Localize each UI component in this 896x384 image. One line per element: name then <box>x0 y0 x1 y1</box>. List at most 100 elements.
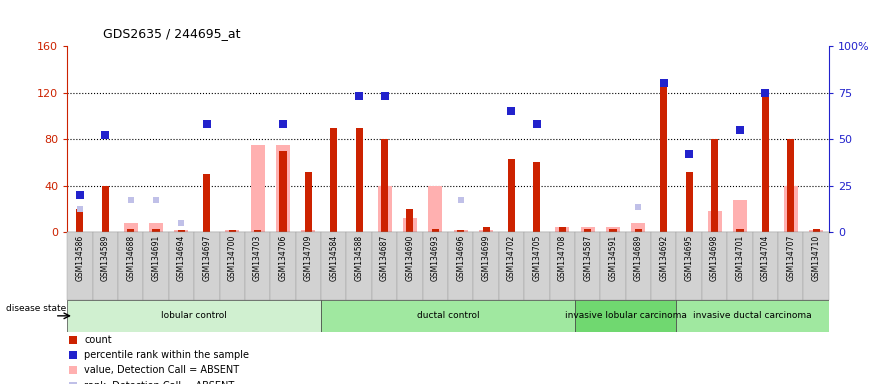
Bar <box>280 151 287 232</box>
Bar <box>581 227 595 232</box>
Bar <box>143 232 168 300</box>
Bar <box>728 232 753 300</box>
Bar <box>407 209 413 232</box>
Bar <box>635 229 642 232</box>
Bar <box>220 232 245 300</box>
Bar <box>76 209 83 232</box>
Bar <box>753 232 778 300</box>
Bar <box>813 229 820 232</box>
Bar <box>347 232 372 300</box>
Bar <box>685 172 693 232</box>
Text: lobular control: lobular control <box>161 311 227 320</box>
Bar <box>92 232 118 300</box>
Text: GSM134690: GSM134690 <box>405 235 415 281</box>
Bar <box>676 232 702 300</box>
Bar <box>432 229 439 232</box>
Text: GSM134702: GSM134702 <box>507 235 516 281</box>
Bar <box>423 232 448 300</box>
Bar <box>381 139 388 232</box>
Bar <box>549 232 575 300</box>
Bar <box>559 227 565 232</box>
Text: GSM134700: GSM134700 <box>228 235 237 281</box>
Text: ductal control: ductal control <box>417 311 479 320</box>
Bar <box>584 229 591 232</box>
Bar <box>737 229 744 232</box>
Bar <box>271 232 296 300</box>
Bar <box>575 232 600 300</box>
Text: GSM134697: GSM134697 <box>202 235 211 281</box>
Bar <box>733 200 747 232</box>
Text: GSM134708: GSM134708 <box>557 235 567 281</box>
Bar <box>606 227 620 232</box>
Bar <box>372 232 397 300</box>
Bar <box>575 300 676 332</box>
Text: GSM134689: GSM134689 <box>633 235 643 281</box>
Bar <box>251 145 264 232</box>
Bar <box>499 232 524 300</box>
Text: GSM134692: GSM134692 <box>659 235 668 281</box>
Bar <box>632 223 645 232</box>
Bar <box>356 127 363 232</box>
Bar <box>331 127 337 232</box>
Text: GSM134703: GSM134703 <box>253 235 263 281</box>
Bar <box>194 232 220 300</box>
Text: GSM134706: GSM134706 <box>279 235 288 281</box>
Bar <box>809 230 823 232</box>
Bar <box>149 223 163 232</box>
Bar <box>479 230 493 232</box>
Bar <box>321 300 575 332</box>
Text: count: count <box>84 334 112 344</box>
Bar <box>651 232 676 300</box>
Bar <box>228 230 236 232</box>
Bar <box>276 145 290 232</box>
Bar <box>102 186 108 232</box>
Bar <box>225 230 239 232</box>
Bar <box>152 229 159 232</box>
Text: rank, Detection Call = ABSENT: rank, Detection Call = ABSENT <box>84 381 235 384</box>
Text: GSM134588: GSM134588 <box>355 235 364 281</box>
Text: GSM134694: GSM134694 <box>177 235 186 281</box>
Bar <box>473 232 499 300</box>
Bar <box>448 232 473 300</box>
Bar <box>168 232 194 300</box>
Bar <box>483 227 489 232</box>
Bar <box>175 230 188 232</box>
Bar <box>321 232 347 300</box>
Text: GSM134709: GSM134709 <box>304 235 313 281</box>
Bar <box>660 87 668 232</box>
Bar <box>67 232 92 300</box>
Bar <box>296 232 321 300</box>
Text: GSM134710: GSM134710 <box>812 235 821 281</box>
Bar <box>245 232 271 300</box>
Bar <box>428 186 443 232</box>
Text: GDS2635 / 244695_at: GDS2635 / 244695_at <box>103 27 240 40</box>
Text: GSM134589: GSM134589 <box>100 235 110 281</box>
Text: GSM134699: GSM134699 <box>481 235 491 281</box>
Bar <box>702 232 728 300</box>
Bar <box>762 93 769 232</box>
Bar <box>118 232 143 300</box>
Text: GSM134695: GSM134695 <box>685 235 694 281</box>
Bar <box>778 232 804 300</box>
Bar <box>609 229 616 232</box>
Bar <box>533 162 540 232</box>
Bar <box>711 139 718 232</box>
Text: value, Detection Call = ABSENT: value, Detection Call = ABSENT <box>84 365 239 375</box>
Text: GSM134698: GSM134698 <box>710 235 719 281</box>
Bar <box>625 232 651 300</box>
Text: GSM134687: GSM134687 <box>380 235 389 281</box>
Bar <box>254 230 261 232</box>
Bar <box>708 211 721 232</box>
Text: GSM134584: GSM134584 <box>329 235 339 281</box>
Bar <box>67 300 321 332</box>
Text: GSM134707: GSM134707 <box>786 235 796 281</box>
Bar <box>788 139 794 232</box>
Text: GSM134693: GSM134693 <box>431 235 440 281</box>
Bar <box>124 223 138 232</box>
Bar <box>403 218 417 232</box>
Bar <box>377 186 392 232</box>
Bar <box>453 230 468 232</box>
Bar <box>457 230 464 232</box>
Text: disease state: disease state <box>6 304 66 313</box>
Text: GSM134586: GSM134586 <box>75 235 84 281</box>
